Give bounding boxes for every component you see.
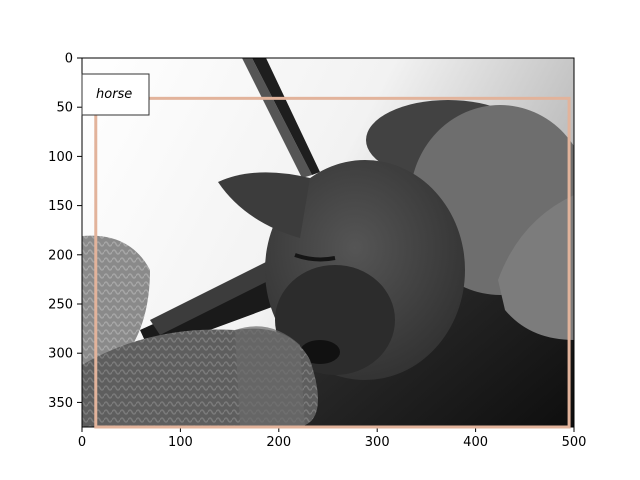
x-tick-label: 500 bbox=[562, 435, 587, 450]
y-tick-label: 200 bbox=[48, 248, 73, 263]
bounding-box bbox=[94, 96, 571, 429]
x-tick-label: 200 bbox=[266, 435, 291, 450]
y-tick-label: 300 bbox=[48, 347, 73, 362]
y-tick-label: 0 bbox=[65, 52, 73, 67]
x-tick-label: 300 bbox=[365, 435, 390, 450]
y-tick-label: 100 bbox=[48, 150, 73, 165]
x-tick-label: 0 bbox=[78, 435, 86, 450]
y-axis: 0 50 100 150 200 250 300 350 bbox=[48, 52, 82, 411]
x-axis: 0 100 200 300 400 500 bbox=[78, 427, 587, 450]
x-tick-label: 100 bbox=[168, 435, 193, 450]
x-tick-label: 400 bbox=[463, 435, 488, 450]
annotation-label: horse bbox=[96, 87, 132, 102]
y-tick-label: 250 bbox=[48, 298, 73, 313]
y-tick-label: 50 bbox=[56, 101, 73, 116]
photo-image bbox=[82, 58, 574, 427]
y-tick-label: 350 bbox=[48, 396, 73, 411]
y-tick-label: 150 bbox=[48, 199, 73, 214]
label-box bbox=[81, 73, 150, 116]
